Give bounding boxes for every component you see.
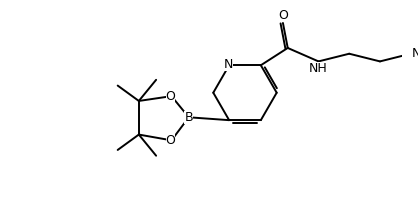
Text: B: B [184,111,193,124]
Text: NH: NH [309,62,328,75]
Text: O: O [166,90,176,103]
Text: O: O [278,9,288,22]
Text: N: N [412,47,418,60]
Text: N: N [224,58,233,71]
Text: O: O [166,134,176,147]
